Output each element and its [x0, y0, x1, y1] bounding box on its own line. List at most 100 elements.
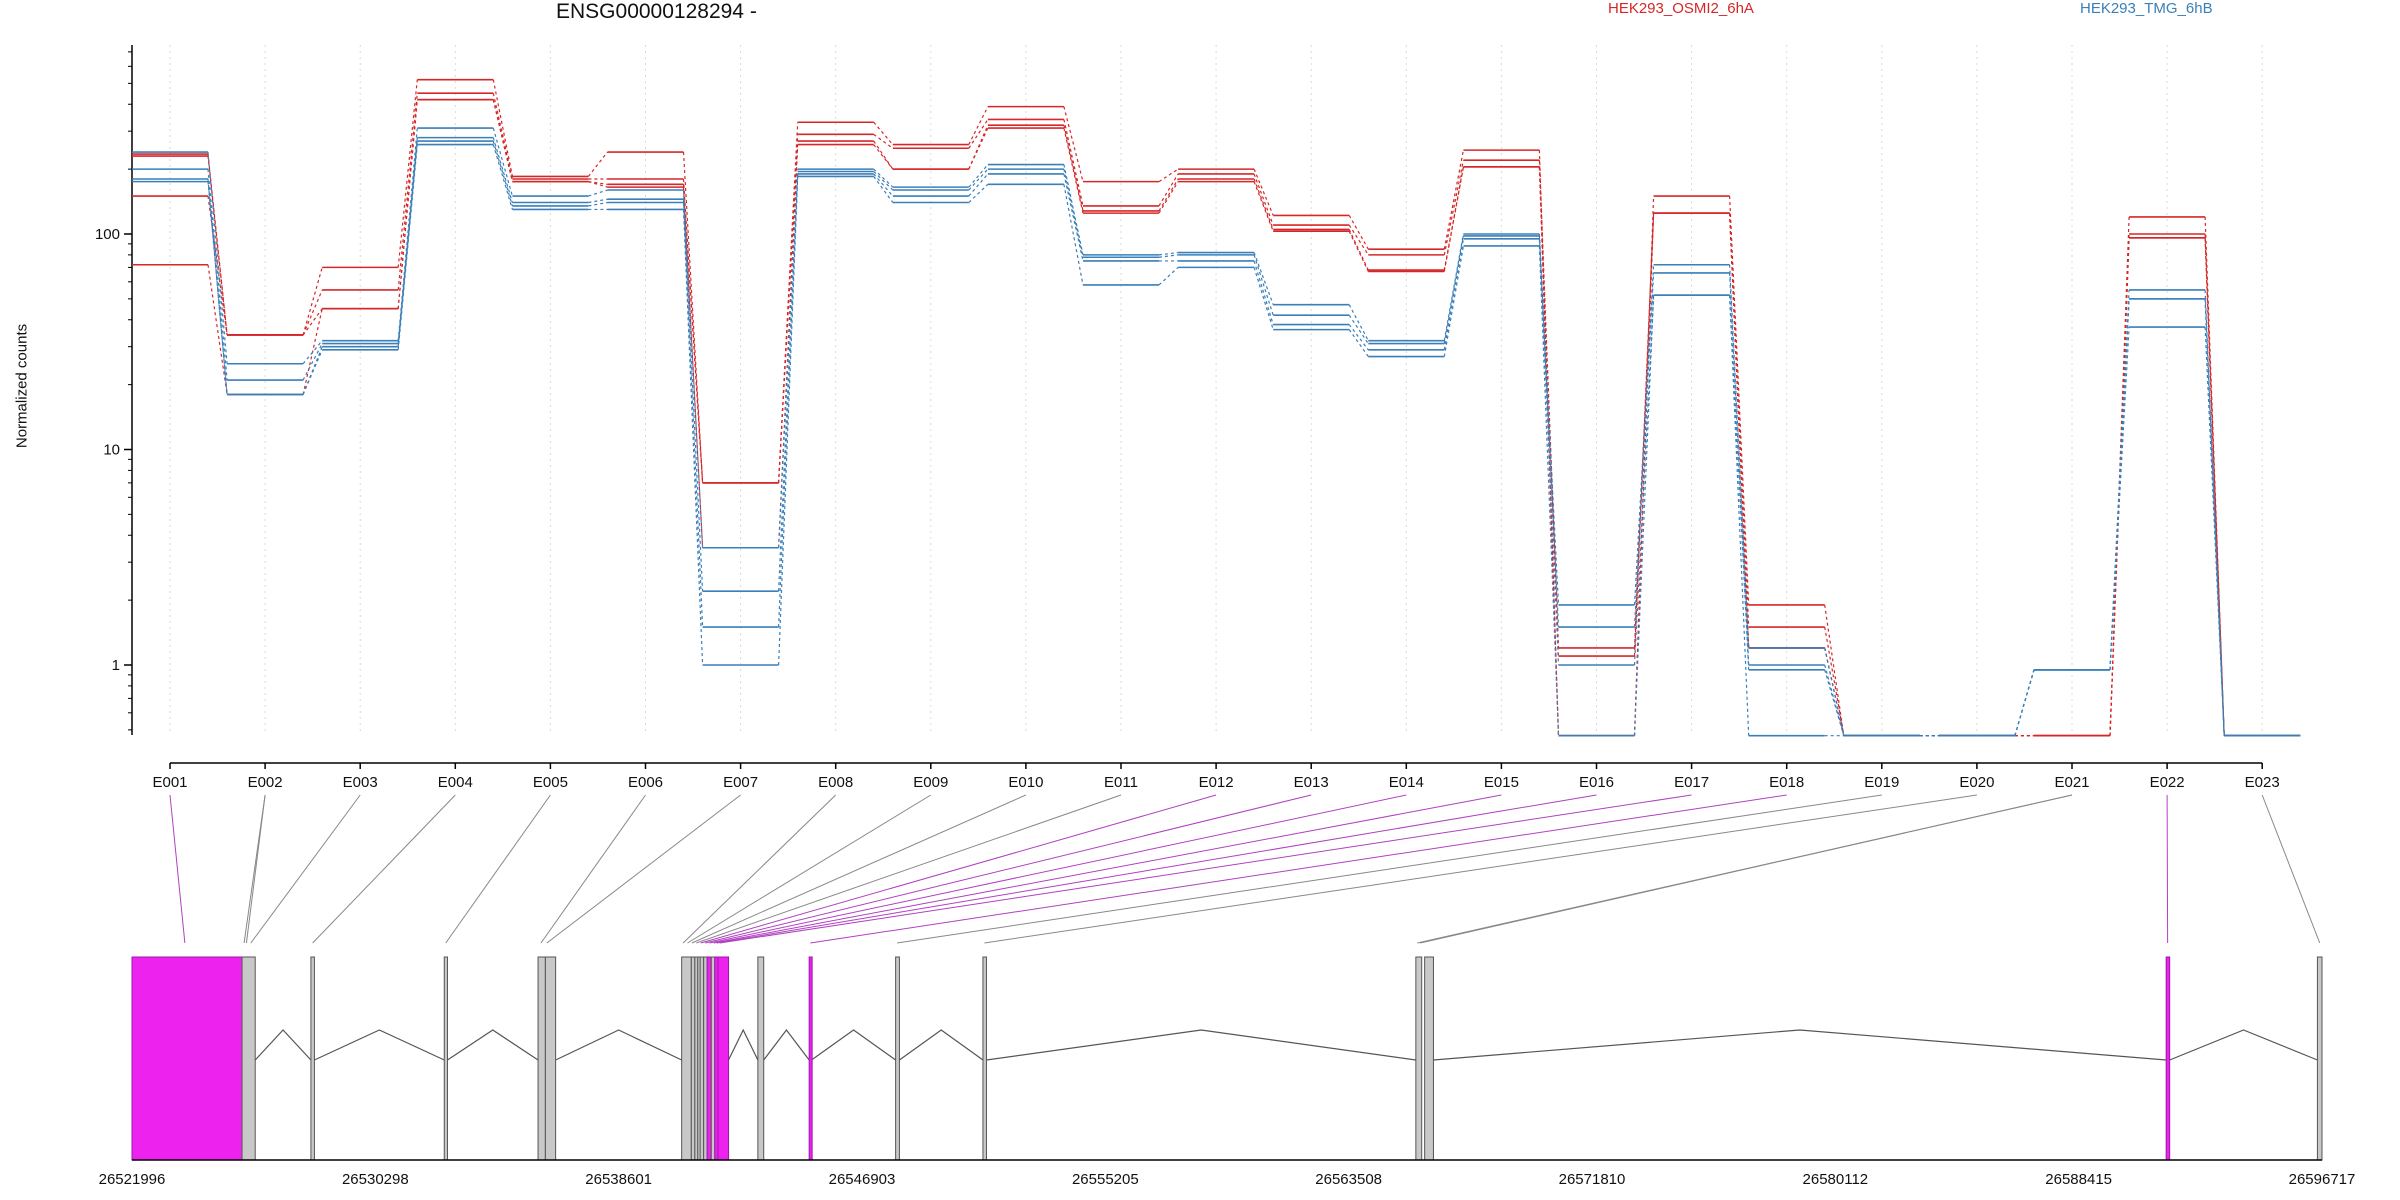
series-2-rep-1-transition: [1824, 647, 1845, 736]
series-2-rep-1-transition: [1158, 251, 1179, 256]
gene-exon-e008: [690, 956, 696, 1161]
series-1-rep-1-transition: [1158, 168, 1179, 183]
x-tick-label-e011: E011: [1104, 774, 1138, 791]
x-tick-label-e001: E001: [152, 774, 187, 791]
series-2-rep-4-transition: [2109, 327, 2130, 670]
series-2-rep-2-transition: [1348, 314, 1369, 344]
exon-connector-e014: [709, 794, 1407, 944]
series-2-rep-4-transition: [2014, 669, 2035, 736]
series-1-rep-2-transition: [492, 93, 513, 180]
gene-exon-e001: [131, 956, 243, 1161]
series-1-rep-3-transition: [1348, 229, 1369, 271]
exon-connector-e007: [546, 794, 741, 944]
gene-exon-e007: [681, 956, 692, 1161]
series-2-rep-2-transition: [1633, 272, 1655, 628]
series-1-rep-4-transition: [968, 127, 989, 170]
series-2-rep-1-transition: [1729, 264, 1750, 648]
intron-line: [254, 1029, 312, 1061]
series-1-rep-4-transition: [1348, 230, 1369, 272]
series-2-rep-3-transition: [397, 140, 418, 347]
gene-exon-e012: [703, 956, 708, 1161]
series-1-rep-1-transition: [1063, 106, 1084, 182]
series-1-rep-2-transition: [302, 289, 323, 336]
intron-line: [555, 1029, 682, 1061]
series-2-rep-2-transition: [968, 168, 989, 191]
series-2-rep-2-transition: [207, 169, 228, 381]
x-tick-label-e008: E008: [818, 774, 853, 791]
series-1-rep-4-transition: [397, 99, 418, 309]
exon-connector-e008: [682, 794, 837, 944]
gene-exon-e006: [544, 956, 557, 1161]
series-2-rep-3-transition: [682, 202, 704, 628]
series-1-rep-4-transition: [492, 99, 513, 182]
series-2-rep-4-transition: [492, 144, 513, 210]
series-2-rep-3-transition: [2204, 298, 2225, 736]
x-tick-label-e004: E004: [438, 774, 473, 791]
x-tick-label-e019: E019: [1864, 774, 1899, 791]
intron-line: [986, 1029, 1416, 1061]
gene-exon-e017: [757, 956, 765, 1161]
series-2-rep-2-transition: [1253, 254, 1274, 316]
series-2-rep-4-transition: [1253, 267, 1274, 330]
exon-connector-e003: [250, 794, 361, 944]
series-2-rep-3-transition: [968, 173, 989, 197]
series-2-rep-4-transition: [968, 183, 989, 203]
x-tick-label-e009: E009: [913, 774, 948, 791]
series-1-rep-4-transition: [1253, 181, 1274, 232]
series-2-rep-2-transition: [1063, 169, 1084, 258]
series-1-rep-1-transition: [1729, 196, 1750, 605]
series-1-rep-4-transition: [588, 181, 608, 188]
intron-line: [447, 1029, 539, 1061]
series-2-rep-1-transition: [1348, 304, 1369, 341]
series-2-rep-3-transition: [778, 173, 799, 628]
series-1-rep-1-transition: [302, 267, 323, 336]
series-2-rep-2-transition: [397, 137, 418, 344]
gene-exon-e011: [699, 956, 705, 1161]
series-2-rep-4-transition: [397, 144, 418, 350]
intron-line: [1433, 1029, 2167, 1061]
gene-exon-e005: [537, 956, 546, 1161]
intron-line: [314, 1029, 445, 1061]
series-2-rep-1-transition: [492, 127, 513, 197]
genomic-tick-label: 26588415: [2045, 1171, 2112, 1188]
genomic-tick-label: 26580112: [1803, 1171, 1869, 1188]
series-1-rep-4-transition: [1729, 213, 1750, 648]
intron-line: [2169, 1029, 2318, 1061]
series-2-rep-4-transition: [1348, 329, 1369, 357]
x-tick-label-e021: E021: [2054, 774, 2089, 791]
genomic-tick-label: 26596717: [2289, 1171, 2356, 1188]
exon-connector-e015: [713, 794, 1502, 944]
legend-entry-tmg: HEK293_TMG_6hB: [2080, 0, 2213, 17]
genomic-tick-label: 26546903: [829, 1171, 896, 1188]
gene-exon-e016: [717, 956, 730, 1161]
series-2-rep-2-transition: [492, 137, 513, 203]
x-tick-label-e023: E023: [2245, 774, 2280, 791]
exon-connector-e002: [245, 794, 266, 944]
gene-exon-e018: [808, 956, 813, 1161]
series-2-rep-3-transition: [492, 140, 513, 207]
genomic-tick-label: 26521996: [99, 1171, 166, 1188]
series-2-rep-4-transition: [873, 176, 894, 203]
x-tick-label-e005: E005: [533, 774, 568, 791]
series-1-rep-3-transition: [1633, 213, 1655, 657]
series-2-rep-4-transition: [302, 349, 323, 395]
x-tick-label-e007: E007: [723, 774, 758, 791]
series-1-rep-4-transition: [1158, 181, 1179, 214]
series-1-rep-4-transition: [207, 264, 228, 395]
series-2-rep-4-transition: [1633, 295, 1655, 736]
gene-exon-e014: [710, 956, 716, 1161]
y-tick-label: 1: [112, 657, 120, 674]
exon-connector-e006: [540, 794, 646, 944]
series-2-rep-1-transition: [1633, 264, 1655, 605]
series-2-rep-1-transition: [778, 169, 799, 548]
series-2-rep-4-transition: [1729, 295, 1750, 736]
genomic-tick-label: 26538601: [585, 1171, 652, 1188]
gene-exon-e024: [2316, 956, 2323, 1161]
gene-exon-e003: [310, 956, 315, 1161]
series-1-rep-1-transition: [587, 151, 608, 177]
series-2-rep-1-transition: [2204, 289, 2225, 736]
series-1-rep-4-transition: [302, 308, 323, 395]
series-2-rep-4-transition: [1063, 184, 1084, 286]
series-1-rep-4-transition: [682, 187, 704, 548]
